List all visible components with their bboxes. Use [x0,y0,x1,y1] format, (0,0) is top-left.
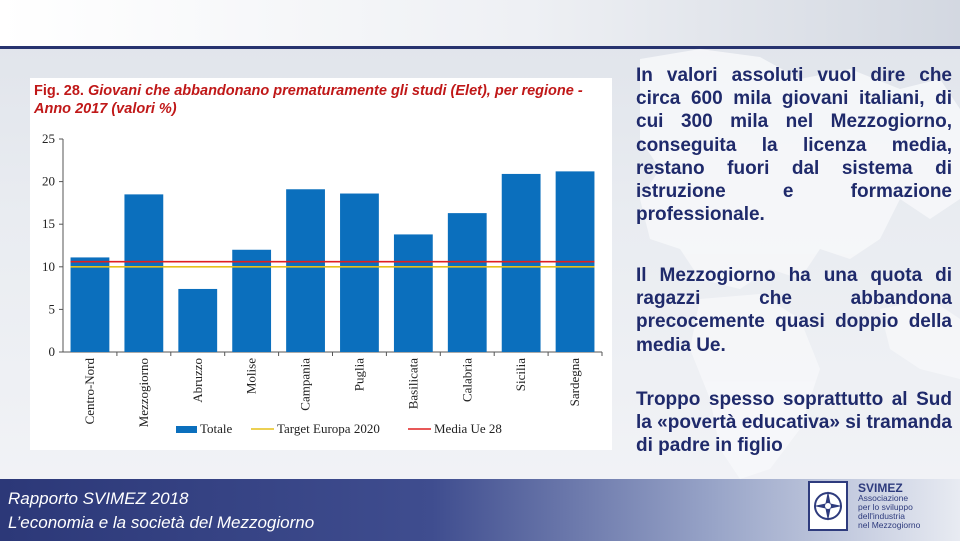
paragraph-1: In valori assoluti vuol dire che circa 6… [636,65,952,226]
x-tick-label: Molise [244,358,259,394]
logo-subtitle: Associazione per lo sviluppo dell'indust… [858,493,921,530]
x-tick-label: Puglia [351,358,366,391]
x-tick-label: Sardegna [567,358,582,407]
header-rule [0,46,960,49]
paragraph-2: Il Mezzogiorno ha una quota di ragazzi c… [636,265,952,356]
bar [178,288,218,352]
bar [124,194,164,352]
y-tick-label: 5 [49,301,56,316]
y-tick-label: 0 [49,344,56,359]
compass-icon [808,481,848,531]
x-tick-label: Calabria [459,358,474,402]
legend-label-target: Target Europa 2020 [277,421,380,436]
bar [232,249,272,352]
bar [340,193,379,352]
x-tick-label: Campania [298,358,313,411]
figure-title: Fig. 28. Giovani che abbandonano prematu… [34,82,604,118]
y-tick-label: 20 [42,174,55,189]
footer-report-subtitle: L’economia e la società del Mezzogiorno [8,513,315,532]
world-map-background [640,49,960,479]
logo-name: SVIMEZ [858,481,903,495]
bar [393,234,433,352]
bar [447,213,487,352]
bar [501,173,541,352]
legend-label-media: Media Ue 28 [434,421,502,436]
bar [286,189,325,352]
x-tick-label: Abruzzo [190,358,205,403]
footer-band [0,479,960,541]
figure-caption: Giovani che abbandonano prematuramente g… [34,83,583,117]
bar [70,257,110,352]
paragraph-3: Troppo spesso soprattutto al Sud la «pov… [636,389,952,457]
header-band [0,0,960,46]
bar-chart: 0 5 10 15 20 25 Centro-Nord Mezzogiorno Abruzzo M… [42,131,603,436]
y-tick-label: 25 [42,131,55,146]
y-tick-label: 15 [42,216,55,231]
x-tick-label: Basilicata [405,358,420,409]
figure-number: Fig. 28. [34,83,84,99]
x-tick-label: Sicilia [513,358,528,391]
legend-swatch-totale [176,426,197,433]
legend-label-totale: Totale [200,421,233,436]
x-tick-label: Centro-Nord [82,358,97,425]
y-tick-label: 10 [42,259,55,274]
x-tick-label: Mezzogiorno [136,358,151,427]
footer-report-title: Rapporto SVIMEZ 2018 [8,489,189,508]
